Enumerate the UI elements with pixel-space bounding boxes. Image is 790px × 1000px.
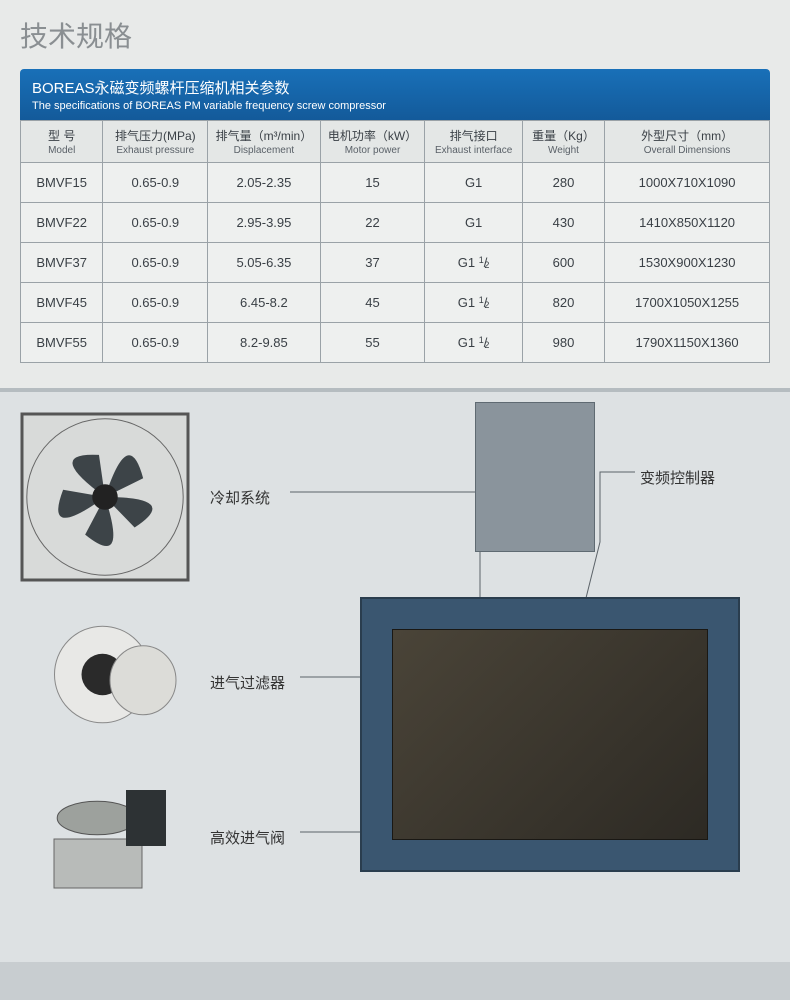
cell-displacement: 2.05-2.35 xyxy=(208,163,320,203)
cell-dimensions: 1000X710X1090 xyxy=(605,163,770,203)
cell-weight: 600 xyxy=(522,243,604,283)
cell-model: BMVF37 xyxy=(21,243,103,283)
cell-model: BMVF22 xyxy=(21,203,103,243)
cell-dimensions: 1790X1150X1360 xyxy=(605,323,770,363)
cell-interface: G1 1/2 xyxy=(425,243,522,283)
cell-weight: 980 xyxy=(522,323,604,363)
banner-cn: BOREAS永磁变频螺杆压缩机相关参数 xyxy=(32,77,758,98)
cell-interface: G1 1/2 xyxy=(425,283,522,323)
cell-interface: G1 xyxy=(425,203,522,243)
cell-power: 22 xyxy=(320,203,425,243)
banner-en: The specifications of BOREAS PM variable… xyxy=(32,100,758,112)
components-diagram: 冷却系统进气过滤器高效进气阀 变频控制器 xyxy=(0,392,790,962)
cell-displacement: 5.05-6.35 xyxy=(208,243,320,283)
cell-displacement: 8.2-9.85 xyxy=(208,323,320,363)
cooling-fan-label: 冷却系统 xyxy=(210,487,270,508)
table-row: BMVF220.65-0.92.95-3.9522G14301410X850X1… xyxy=(21,203,770,243)
cell-pressure: 0.65-0.9 xyxy=(103,323,208,363)
cell-weight: 820 xyxy=(522,283,604,323)
table-banner: BOREAS永磁变频螺杆压缩机相关参数 The specifications o… xyxy=(20,69,770,120)
col-header: 电机功率（kW）Motor power xyxy=(320,121,425,163)
cell-model: BMVF45 xyxy=(21,283,103,323)
col-header: 排气量（m³/min）Displacement xyxy=(208,121,320,163)
air-filter-label: 进气过滤器 xyxy=(210,672,285,693)
inverter-label: 变频控制器 xyxy=(640,467,715,488)
cell-dimensions: 1530X900X1230 xyxy=(605,243,770,283)
col-header: 型 号Model xyxy=(21,121,103,163)
cell-dimensions: 1700X1050X1255 xyxy=(605,283,770,323)
cell-power: 55 xyxy=(320,323,425,363)
spec-table: 型 号Model排气压力(MPa)Exhaust pressure排气量（m³/… xyxy=(20,120,770,363)
table-row: BMVF450.65-0.96.45-8.245G1 1/28201700X10… xyxy=(21,283,770,323)
page-title: 技术规格 xyxy=(20,15,770,55)
table-row: BMVF370.65-0.95.05-6.3537G1 1/26001530X9… xyxy=(21,243,770,283)
cell-pressure: 0.65-0.9 xyxy=(103,243,208,283)
cell-pressure: 0.65-0.9 xyxy=(103,283,208,323)
table-row: BMVF150.65-0.92.05-2.3515G12801000X710X1… xyxy=(21,163,770,203)
cell-weight: 280 xyxy=(522,163,604,203)
cell-interface: G1 1/2 xyxy=(425,323,522,363)
cell-power: 15 xyxy=(320,163,425,203)
cell-pressure: 0.65-0.9 xyxy=(103,163,208,203)
cell-weight: 430 xyxy=(522,203,604,243)
spec-panel: 技术规格 BOREAS永磁变频螺杆压缩机相关参数 The specificati… xyxy=(0,0,790,392)
cell-displacement: 6.45-8.2 xyxy=(208,283,320,323)
cell-model: BMVF15 xyxy=(21,163,103,203)
col-header: 外型尺寸（mm）Overall Dimensions xyxy=(605,121,770,163)
col-header: 排气压力(MPa)Exhaust pressure xyxy=(103,121,208,163)
cell-power: 45 xyxy=(320,283,425,323)
col-header: 排气接口Exhaust interface xyxy=(425,121,522,163)
table-row: BMVF550.65-0.98.2-9.8555G1 1/29801790X11… xyxy=(21,323,770,363)
air-filter-photo xyxy=(35,617,185,737)
cell-interface: G1 xyxy=(425,163,522,203)
cell-dimensions: 1410X850X1120 xyxy=(605,203,770,243)
inverter-controller-photo xyxy=(475,402,595,552)
compressor-main-photo xyxy=(360,597,740,872)
cooling-fan-photo xyxy=(20,412,190,587)
cell-power: 37 xyxy=(320,243,425,283)
cell-pressure: 0.65-0.9 xyxy=(103,203,208,243)
intake-valve-label: 高效进气阀 xyxy=(210,827,285,848)
col-header: 重量（Kg）Weight xyxy=(522,121,604,163)
cell-model: BMVF55 xyxy=(21,323,103,363)
intake-valve-photo xyxy=(30,762,190,907)
cell-displacement: 2.95-3.95 xyxy=(208,203,320,243)
